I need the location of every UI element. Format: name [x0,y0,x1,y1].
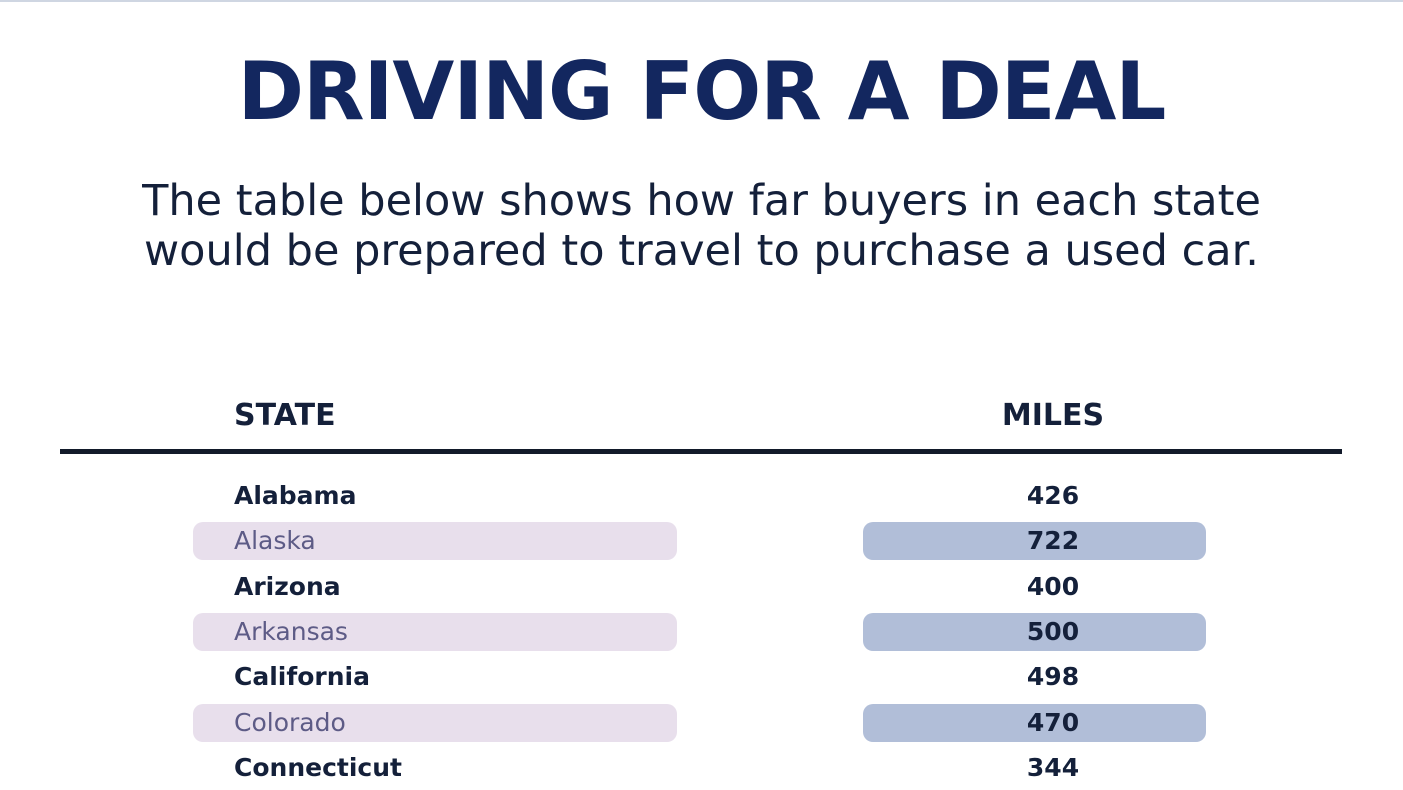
table-row: Arizona 400 [0,567,1403,607]
miles-cell: 470 [1026,708,1080,737]
page-title: DRIVING FOR A DEAL [237,45,1167,138]
state-cell: Alaska [234,526,316,555]
table-row: Arkansas 500 [0,612,1403,652]
top-border [0,0,1403,2]
miles-cell: 426 [1026,481,1080,510]
miles-highlight [863,522,1206,560]
miles-cell: 344 [1026,753,1080,782]
header-rule [60,449,1342,454]
table-row: Connecticut 344 [0,748,1403,788]
subtitle-line-2: would be prepared to travel to purchase … [144,226,1259,276]
miles-cell: 400 [1026,572,1080,601]
column-header-state: STATE [234,398,336,433]
state-highlight [193,522,677,560]
state-cell: Connecticut [234,753,402,782]
column-header-miles: MILES [1001,398,1105,433]
table-row: Colorado 470 [0,703,1403,743]
state-cell: Colorado [234,708,346,737]
miles-highlight [863,613,1206,651]
state-cell: Arizona [234,572,341,601]
state-cell: Alabama [234,481,357,510]
miles-cell: 498 [1026,662,1080,691]
state-highlight [193,704,677,742]
table-row: California 498 [0,657,1403,697]
subtitle-line-1: The table below shows how far buyers in … [142,176,1261,226]
subtitle: The table below shows how far buyers in … [0,176,1403,276]
miles-cell: 722 [1026,526,1080,555]
miles-highlight [863,704,1206,742]
state-cell: California [234,662,370,691]
state-highlight [193,613,677,651]
table-row: Alabama 426 [0,476,1403,516]
table-row: Alaska 722 [0,521,1403,561]
state-cell: Arkansas [234,617,348,646]
miles-cell: 500 [1026,617,1080,646]
